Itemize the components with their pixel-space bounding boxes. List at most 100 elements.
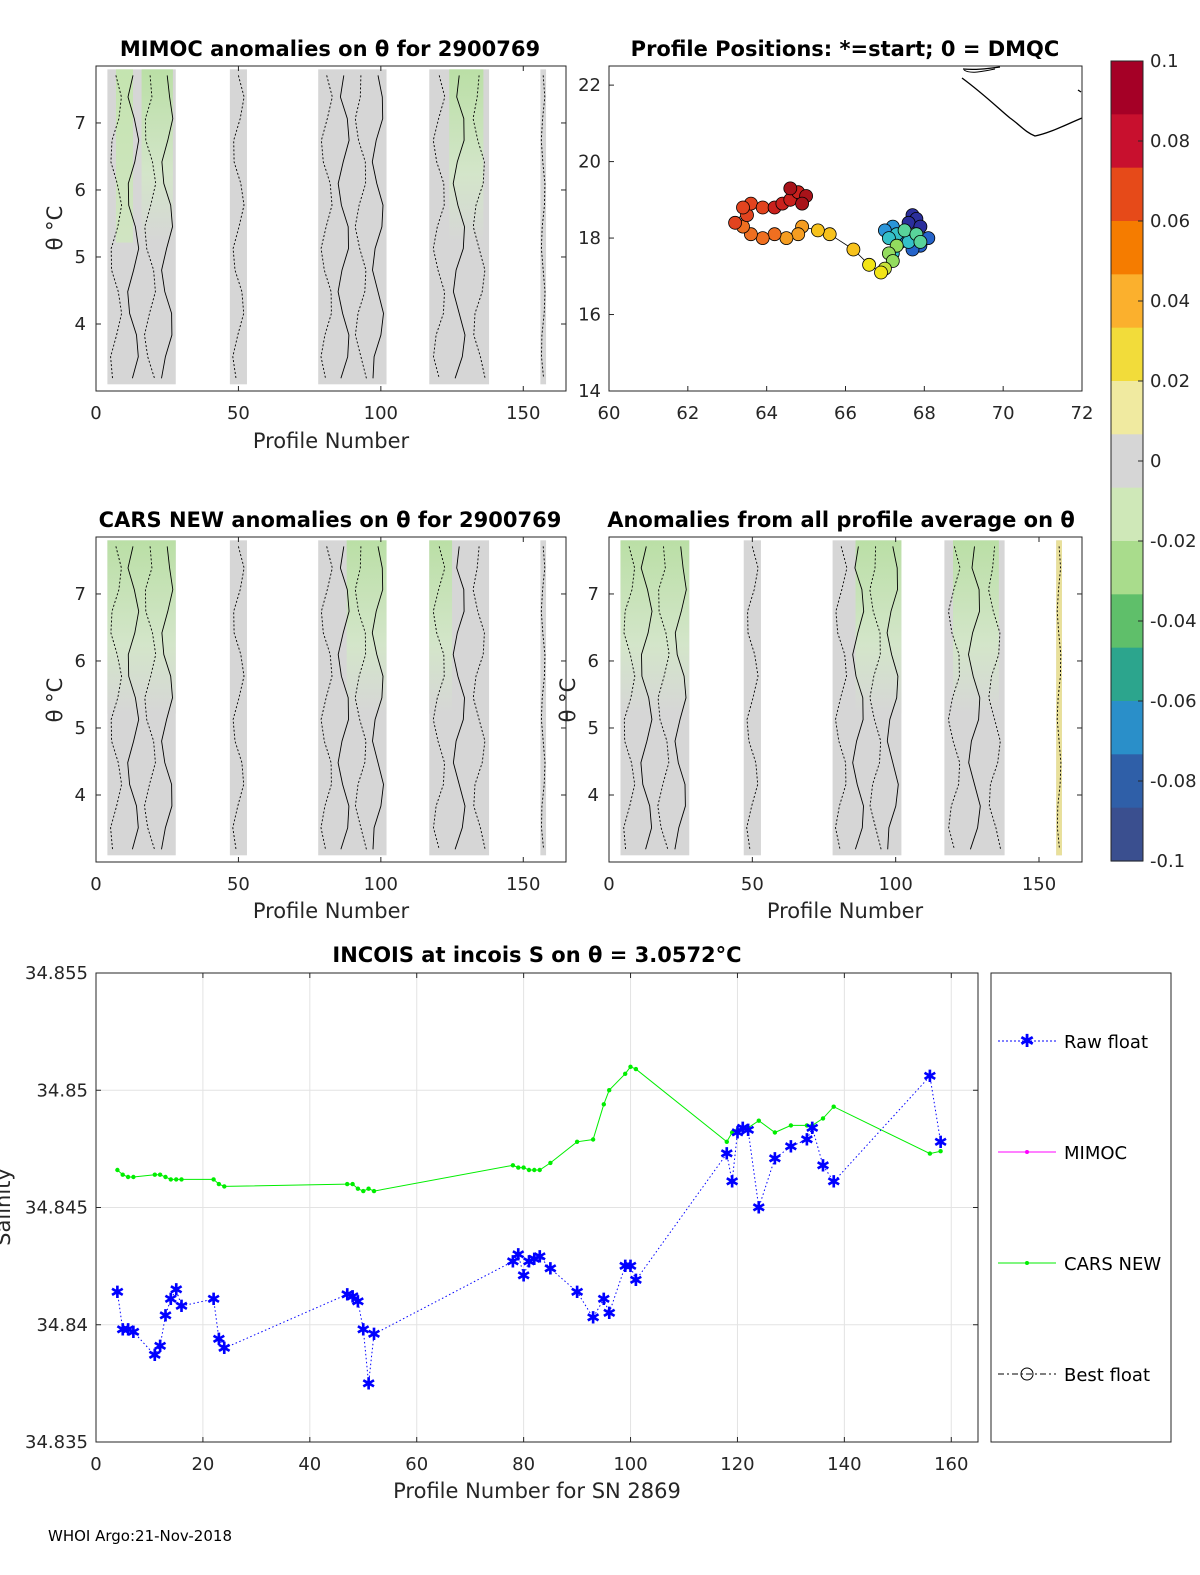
- position-point: [913, 234, 928, 249]
- cars-new-point: [601, 1102, 606, 1107]
- colorbar-swatches: [1111, 61, 1143, 862]
- raw-float-point: ✱: [805, 1119, 819, 1139]
- cars-ytick-label: 4: [75, 785, 86, 806]
- colorbar-swatch: [1111, 61, 1143, 115]
- mimoc-ytick-label: 6: [75, 180, 86, 201]
- positions-ytick-label: 18: [578, 228, 601, 249]
- avg-ytick-label: 6: [588, 651, 599, 672]
- legend-cars-marker: [1025, 1261, 1029, 1265]
- avg-xlabel: Profile Number: [767, 899, 924, 923]
- start-marker: ✱: [921, 202, 934, 221]
- raw-float-point: ✱: [618, 1257, 632, 1277]
- cars-new-point: [623, 1071, 628, 1077]
- colorbar-tick-label: -0.1: [1150, 851, 1185, 872]
- avg-ylabel: θ °C: [556, 678, 580, 723]
- cars-contour-line: [127, 546, 140, 850]
- colorbar-swatch: [1111, 807, 1143, 862]
- avg-xtick-label: 50: [741, 874, 764, 895]
- cars-new-point: [355, 1186, 361, 1191]
- avg-contour-line: [640, 546, 653, 850]
- cars-xtick-label: 0: [90, 874, 101, 895]
- cars-ticks: 0 50 100 150 4 5 6 7: [75, 537, 566, 895]
- raw-float-point: ✱: [367, 1325, 381, 1345]
- colorbar-swatch: [1111, 221, 1143, 275]
- raw-float-point: ✱: [340, 1285, 354, 1305]
- raw-float-point: ✱: [361, 1374, 375, 1394]
- cars-new-point: [820, 1116, 826, 1121]
- avg-heat-positive-strip: [1056, 540, 1062, 856]
- incois-legend: ✱ Raw float MIMOC CARS NEW Best float: [990, 972, 1172, 1443]
- cars-new-point: [628, 1064, 633, 1070]
- cars-contour-line: [432, 546, 446, 850]
- position-point: [779, 231, 794, 246]
- position-point: [755, 200, 770, 215]
- positions-ytick-label: 14: [578, 381, 601, 402]
- incois-ytick-label: 34.845: [25, 1198, 88, 1219]
- cars-new-point: [788, 1123, 794, 1128]
- legend-cars-label: CARS NEW: [1064, 1254, 1161, 1275]
- incois-series: ✱✱✱✱✱✱✱✱✱✱ ✱✱✱✱✱✱✱✱✱✱✱✱✱✱✱✱✱✱✱✱✱✱✱✱✱✱✱✱✱✱…: [110, 1064, 948, 1394]
- cars-new-point: [115, 1167, 120, 1173]
- avg-contour-line: [674, 546, 687, 850]
- incois-ytick-label: 34.85: [36, 1080, 88, 1101]
- colorbar-tick-label: 0.08: [1150, 131, 1190, 152]
- positions-xtick-label: 66: [834, 403, 857, 424]
- raw-float-point: ✱: [623, 1257, 637, 1277]
- cars-contour-line: [371, 546, 384, 850]
- cars-contour-line: [161, 546, 174, 850]
- cars-new-point: [211, 1177, 216, 1182]
- mimoc-contour-line: [452, 75, 466, 379]
- cars-xlabel: Profile Number: [253, 899, 410, 923]
- avg-heat-blocks: [620, 540, 1062, 856]
- avg-ytick-label: 7: [588, 584, 599, 605]
- float-track: ✱: [728, 181, 936, 280]
- incois-xtick-label: 160: [934, 1454, 968, 1475]
- cars-heat-blocks: [107, 540, 547, 856]
- incois-xtick-label: 20: [191, 1454, 214, 1475]
- legend-raw-label: Raw float: [1064, 1032, 1148, 1053]
- colorbar-swatch: [1111, 274, 1143, 329]
- cars-new-point: [125, 1174, 131, 1180]
- mimoc-contour-line: [540, 75, 546, 379]
- cars-contour-line: [337, 546, 350, 850]
- raw-float-point: ✱: [741, 1121, 755, 1141]
- colorbar-swatch: [1111, 434, 1143, 489]
- mimoc-contour-line: [337, 75, 350, 379]
- cars-title: CARS NEW anomalies on θ for 2900769: [99, 508, 562, 532]
- raw-float-point: ✱: [174, 1297, 188, 1317]
- colorbar-swatch: [1111, 167, 1143, 222]
- raw-float-point: ✱: [629, 1271, 643, 1291]
- cars-new-point: [810, 1123, 815, 1128]
- mimoc-contour-line: [127, 75, 140, 379]
- legend-item-raw: ✱ Raw float: [998, 1031, 1148, 1053]
- raw-float-point: ✱: [206, 1290, 220, 1310]
- position-point: [783, 181, 798, 196]
- cars-xtick-label: 100: [364, 874, 398, 895]
- mimoc-ticks: 0 50 100 150 4 5 6 7: [75, 66, 566, 424]
- cars-new-point: [745, 1125, 751, 1131]
- avg-contours: [623, 546, 1062, 850]
- avg-xtick-label: 0: [603, 874, 614, 895]
- colorbar-tick-label: 0.04: [1150, 291, 1190, 312]
- positions-xtick-label: 62: [676, 403, 699, 424]
- legend-best-marker: [1020, 1367, 1034, 1381]
- position-point: [862, 257, 876, 272]
- mimoc-contour-line: [432, 75, 446, 379]
- raw-float-point: ✱: [516, 1267, 530, 1287]
- cars-new-point: [216, 1181, 222, 1187]
- cars-new-point: [938, 1149, 943, 1154]
- positions-xtick-label: 70: [992, 403, 1015, 424]
- raw-float-point: ✱: [527, 1250, 541, 1270]
- position-point: [795, 196, 809, 211]
- incois-ticks: 0 20 40 60 80 100 120 140 160 34.835 34.84 34.845 34…: [25, 963, 978, 1475]
- cars-new-point: [131, 1174, 136, 1180]
- colorbar-swatch: [1111, 487, 1143, 542]
- colorbar-swatch: [1111, 701, 1143, 755]
- colorbar-tick-label: -0.08: [1150, 771, 1197, 792]
- raw-float-point: ✱: [597, 1290, 611, 1310]
- cars-contours: [110, 546, 546, 850]
- legend-mimoc-label: MIMOC: [1064, 1143, 1127, 1164]
- mimoc-heat-green-region: [141, 69, 173, 243]
- mimoc-heat-block: [318, 69, 387, 385]
